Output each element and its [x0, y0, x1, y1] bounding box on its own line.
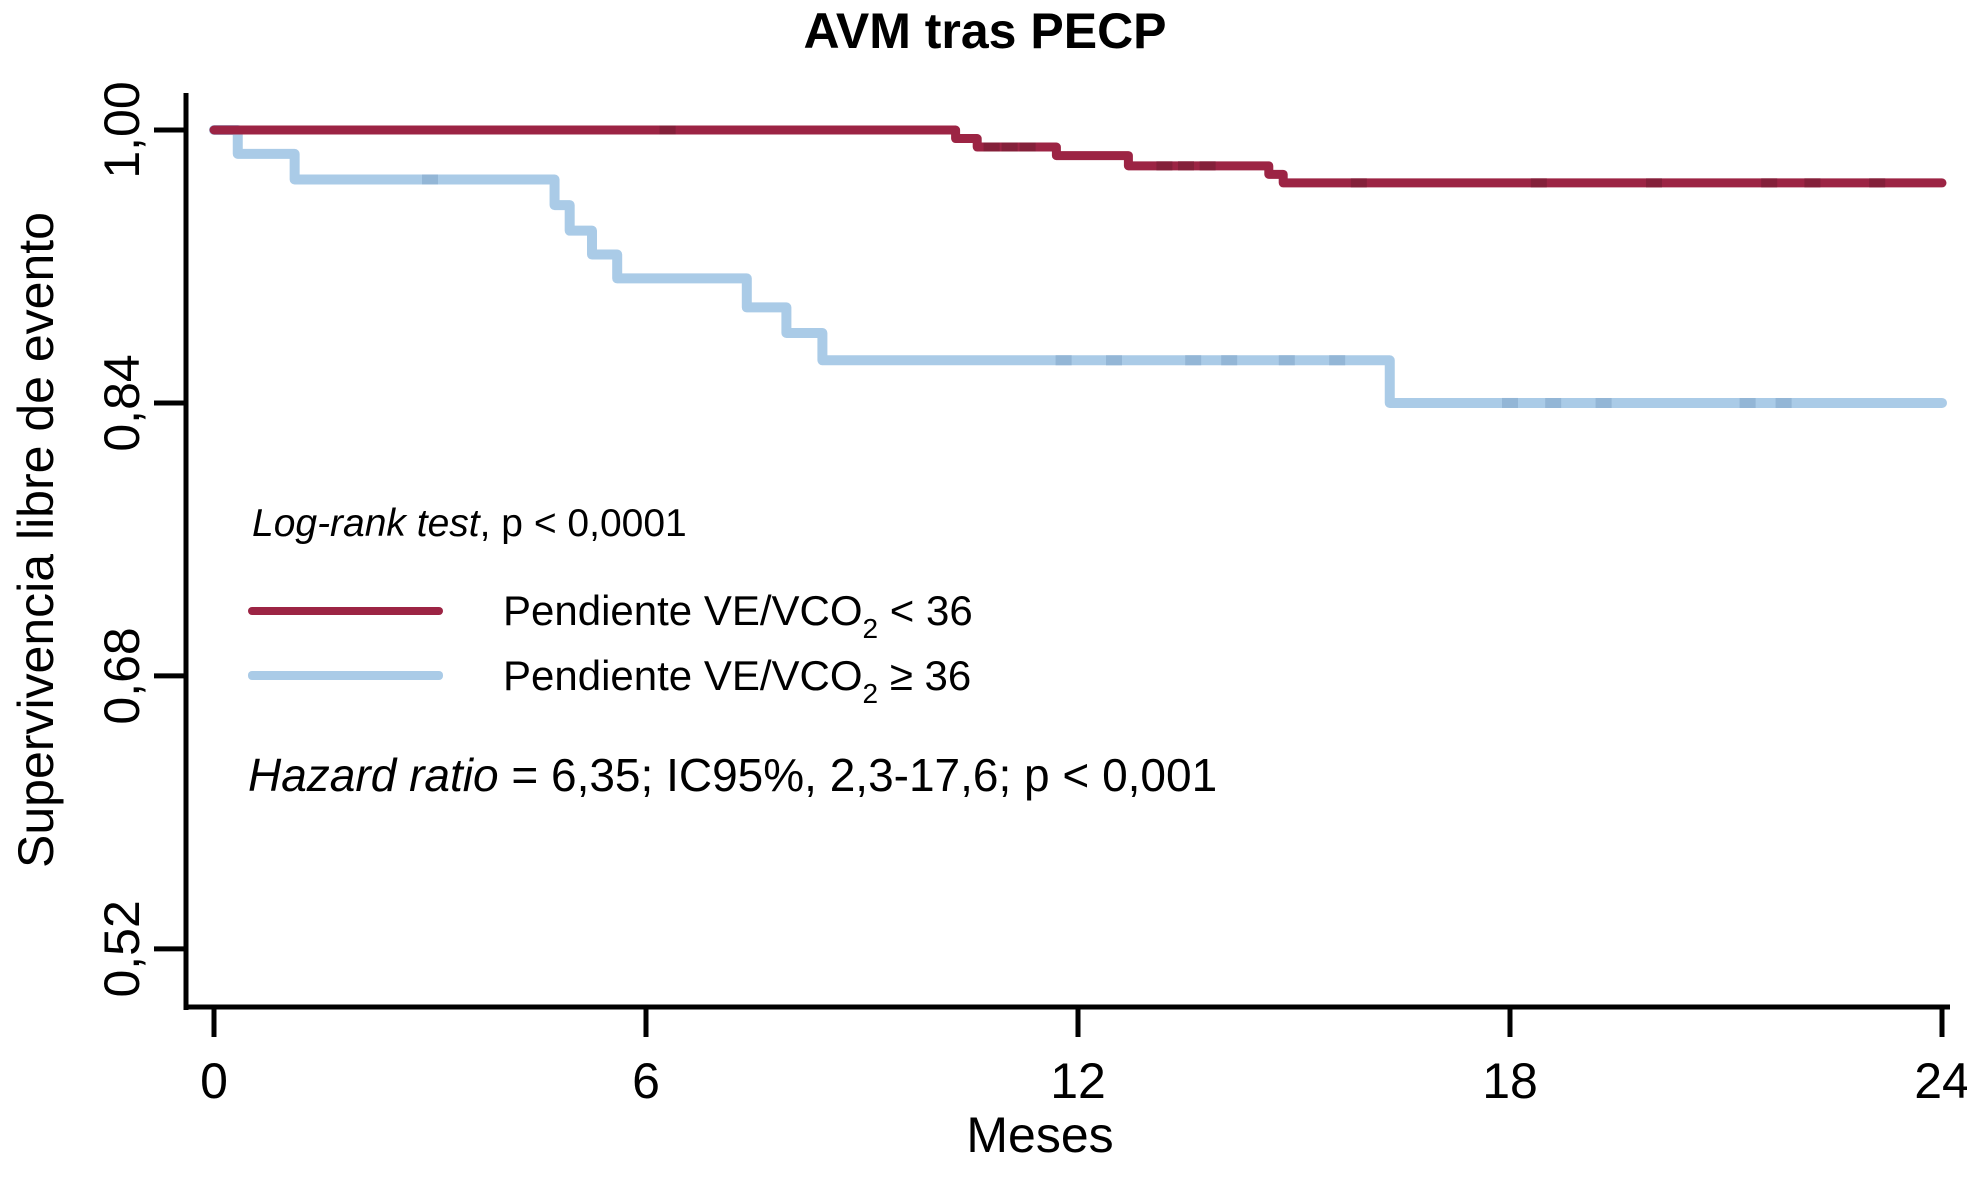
curve-vevco2-lt36 [209, 125, 1947, 188]
legend-swatch-vevco2-ge36 [248, 671, 443, 680]
legend-row-vevco2-lt36: Pendiente VE/VCO2 < 36 [248, 578, 973, 643]
chart-title: AVM tras PECP [803, 3, 1167, 59]
y-tick-label: 0,52 [94, 900, 150, 997]
x-tick-label: 18 [1482, 1053, 1538, 1109]
x-axis-title: Meses [966, 1107, 1114, 1163]
legend-label-subscript: 2 [862, 612, 879, 644]
hazard-ratio-annotation: Hazard ratio = 6,35; IC95%, 2,3-17,6; p … [248, 748, 1217, 802]
x-tick-label: 0 [200, 1053, 228, 1109]
legend-label-threshold: < 36 [878, 586, 973, 634]
x-tick-label: 12 [1050, 1053, 1106, 1109]
hazard-ratio-label: Hazard ratio [248, 749, 499, 801]
hazard-ratio-value: = 6,35; IC95%, 2,3-17,6; p < 0,001 [498, 749, 1218, 801]
y-tick-label: 0,68 [94, 627, 150, 724]
y-tick-label: 1,00 [94, 81, 150, 178]
legend-label-vevco2-lt36: Pendiente VE/VCO2 < 36 [503, 586, 973, 643]
legend-row-vevco2-ge36: Pendiente VE/VCO2 ≥ 36 [248, 643, 973, 708]
logrank-pvalue: , p < 0,0001 [479, 502, 687, 545]
legend-label-text: Pendiente VE/VCO [503, 586, 863, 634]
x-tick-label: 24 [1914, 1053, 1967, 1109]
legend-label-subscript: 2 [862, 677, 879, 709]
legend-label-threshold: ≥ 36 [878, 651, 972, 699]
legend-label-text: Pendiente VE/VCO [503, 651, 863, 699]
legend: Pendiente VE/VCO2 < 36 Pendiente VE/VCO2… [248, 578, 973, 708]
legend-label-vevco2-ge36: Pendiente VE/VCO2 ≥ 36 [503, 651, 972, 708]
x-tick-label: 6 [632, 1053, 660, 1109]
legend-swatch-vevco2-lt36 [248, 606, 443, 615]
logrank-annotation: Log-rank test, p < 0,0001 [252, 502, 687, 546]
logrank-test-label: Log-rank test [252, 502, 480, 545]
curve-vevco2-ge36 [209, 125, 1947, 408]
y-tick-label: 0,84 [94, 354, 150, 451]
